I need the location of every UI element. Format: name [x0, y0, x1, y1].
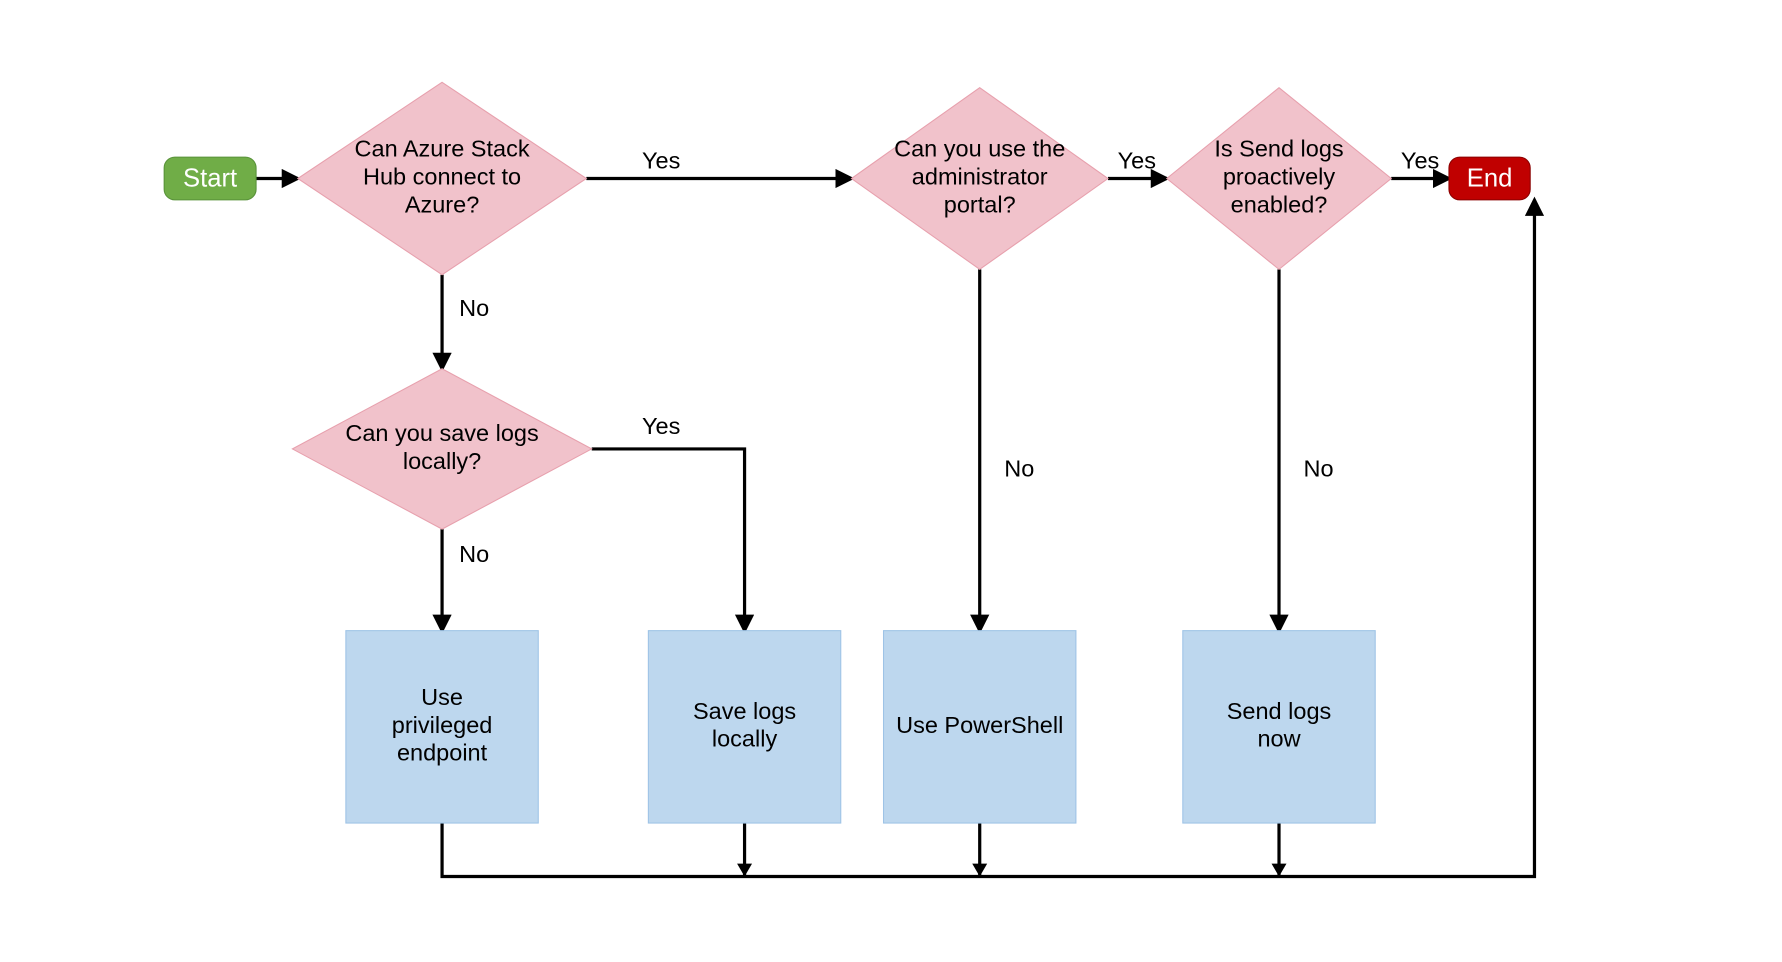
edge-label-e_d2_p3: No: [1004, 456, 1034, 482]
node-d4: Can you save logslocally?: [292, 369, 591, 529]
edge-label-e_d4_p2: Yes: [642, 413, 680, 439]
node-end: End: [1449, 157, 1530, 200]
node-label-start: Start: [183, 164, 237, 192]
node-p3: Use PowerShell: [884, 631, 1076, 823]
node-d1: Can Azure StackHub connect toAzure?: [298, 82, 587, 274]
node-p2: Save logslocally: [648, 631, 840, 823]
node-p4: Send logsnow: [1183, 631, 1375, 823]
edge-label-e_d1_d2: Yes: [642, 148, 680, 174]
node-d3: Is Send logsproactivelyenabled?: [1167, 88, 1391, 270]
node-label-p3: Use PowerShell: [896, 712, 1063, 738]
edge-label-e_d2_d3: Yes: [1118, 148, 1156, 174]
node-start: Start: [164, 157, 256, 200]
edge-label-e_d1_d4: No: [459, 295, 489, 321]
edge-label-e_d3_end: Yes: [1401, 148, 1439, 174]
edge-label-e_d3_p4: No: [1304, 456, 1334, 482]
edge-e_d4_p2: [592, 449, 745, 631]
node-p1: Useprivilegedendpoint: [346, 631, 538, 823]
node-label-end: End: [1467, 164, 1513, 192]
edge-label-e_d4_p1: No: [459, 541, 489, 567]
node-d2: Can you use theadministratorportal?: [851, 88, 1108, 270]
flowchart-canvas: Start Can Azure StackHub connect toAzure?…: [0, 0, 1782, 962]
node-label-d3: Is Send logsproactivelyenabled?: [1214, 136, 1343, 218]
